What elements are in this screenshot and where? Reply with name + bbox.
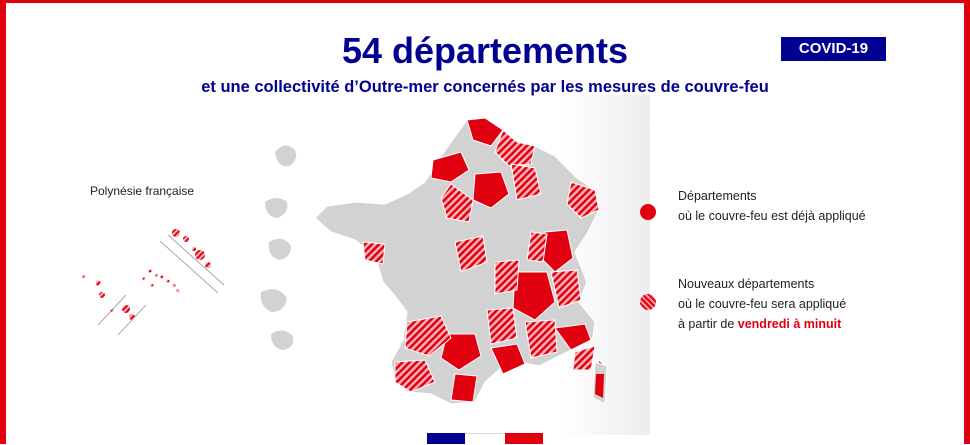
- frame-left-border: [0, 0, 6, 444]
- legend-highlight: vendredi à minuit: [737, 317, 842, 331]
- legend-line: Nouveaux départements: [678, 277, 815, 291]
- page-subtitle: et une collectivité d’Outre-mer concerné…: [201, 78, 769, 96]
- departments-applied: [430, 117, 608, 403]
- covid-badge: COVID-19: [781, 37, 886, 61]
- legend-text-new: Nouveaux départements où le couvre-feu s…: [678, 274, 938, 334]
- polynesia-label: Polynésie française: [90, 184, 195, 198]
- page-title: 54 départements: [341, 30, 629, 71]
- legend-line: Départements: [678, 189, 757, 203]
- overseas-territories: [260, 145, 297, 350]
- polynesia-inset-map: [82, 229, 225, 336]
- marianne-flag-logo: [427, 433, 543, 445]
- france-map: [260, 117, 608, 405]
- frame-top-border: [0, 0, 970, 3]
- departments-new: [362, 129, 600, 393]
- frame-right-border: [964, 0, 970, 444]
- corsica-applied: [595, 374, 604, 398]
- legend-line: où le couvre-feu sera appliqué: [678, 297, 847, 311]
- legend-prefix: à partir de: [678, 317, 738, 331]
- legend-line: à partir de vendredi à minuit: [678, 314, 938, 334]
- solid-red-dot-icon: [640, 204, 656, 220]
- legend-line: où le couvre-feu est déjà appliqué: [678, 209, 866, 223]
- hatched-red-dot-icon: [640, 294, 656, 310]
- legend-text-applied: Départements où le couvre-feu est déjà a…: [678, 186, 938, 226]
